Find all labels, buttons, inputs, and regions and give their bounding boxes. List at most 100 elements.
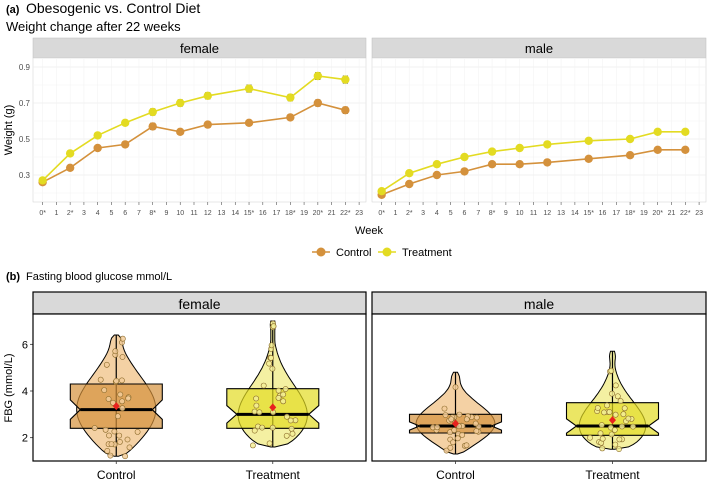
observation-point <box>630 423 636 430</box>
data-point-control <box>313 98 323 108</box>
observation-point <box>117 438 123 445</box>
x-tick-label: Control <box>436 468 475 482</box>
x-tick-label: 15* <box>244 210 255 217</box>
x-tick-label: 3 <box>421 210 425 217</box>
x-tick-label: Control <box>97 468 136 482</box>
observation-point <box>116 432 123 439</box>
observation-point <box>601 409 607 416</box>
observation-point <box>113 377 120 384</box>
observation-point <box>609 390 615 397</box>
observation-point <box>102 426 109 433</box>
observation-point <box>134 428 141 435</box>
x-tick-label: 7 <box>137 210 141 217</box>
data-point-treatment <box>377 187 386 196</box>
data-point-control <box>653 145 662 154</box>
x-tick-label: 13 <box>557 210 565 217</box>
observation-point <box>266 360 272 367</box>
data-point-control <box>405 179 414 189</box>
observation-point <box>268 354 274 361</box>
observation-point <box>260 382 267 389</box>
observation-point <box>611 427 618 433</box>
mean-marker <box>608 416 616 425</box>
observation-point <box>269 424 276 431</box>
observation-point <box>269 365 276 372</box>
observation-point <box>249 442 256 449</box>
data-point-control <box>203 120 212 129</box>
observation-point <box>625 415 632 422</box>
y-axis-label: Weight (g) <box>3 105 15 156</box>
y-tick-label: 6 <box>22 339 28 351</box>
observation-point <box>106 432 112 439</box>
x-tick-label: 23 <box>695 210 703 217</box>
x-tick-label: 18* <box>625 210 636 217</box>
x-tick-label: 10 <box>176 210 184 217</box>
x-tick-label: 21 <box>668 210 676 217</box>
observation-point <box>105 396 112 402</box>
observation-point <box>472 420 479 427</box>
data-point-treatment <box>286 93 295 102</box>
observation-point <box>608 431 615 438</box>
observation-point <box>112 348 119 355</box>
x-tick-label: 12 <box>204 210 212 217</box>
legend-treatment-label: Treatment <box>402 247 452 259</box>
observation-point <box>616 436 623 443</box>
data-point-treatment <box>653 127 662 136</box>
observation-point <box>119 405 126 412</box>
observation-point <box>617 398 624 404</box>
observation-point <box>251 408 258 415</box>
observation-point <box>253 395 259 402</box>
data-point-treatment <box>93 131 102 140</box>
observation-point <box>443 447 450 454</box>
observation-point <box>454 435 461 442</box>
data-point-treatment <box>432 160 442 169</box>
x-tick-label: 21 <box>328 210 336 217</box>
data-point-treatment <box>625 134 635 144</box>
observation-point <box>282 386 289 392</box>
observation-point <box>124 436 131 443</box>
x-tick-label: 22* <box>680 210 691 217</box>
x-tick-label: 12 <box>543 210 551 217</box>
x-tick-label: 3 <box>82 210 86 217</box>
observation-point <box>612 411 619 418</box>
y-axis-label: FBG (mmol/L) <box>3 353 15 422</box>
observation-point <box>594 405 601 411</box>
x-tick-label: 2* <box>406 210 413 217</box>
y-tick-label: 2 <box>22 433 28 445</box>
x-tick-label: 0* <box>378 210 385 217</box>
x-tick-label: 14 <box>231 210 239 217</box>
observation-point <box>612 382 619 389</box>
data-point-treatment <box>176 98 185 108</box>
y-tick-label: 0.3 <box>19 171 31 180</box>
x-tick-label: 2* <box>67 210 74 217</box>
x-tick-label: 23 <box>355 210 363 217</box>
facet-label: male <box>525 41 553 56</box>
data-point-treatment <box>341 75 350 84</box>
data-point-control <box>176 127 185 136</box>
observation-point <box>599 445 606 452</box>
mean-marker <box>112 402 120 411</box>
observation-point <box>104 447 111 454</box>
y-tick-label: 0.7 <box>19 99 31 108</box>
observation-point <box>606 409 613 415</box>
observation-point <box>459 431 466 438</box>
data-point-treatment <box>543 140 552 149</box>
observation-point <box>119 377 125 384</box>
x-tick-label: 20* <box>313 210 324 217</box>
observation-point <box>619 423 625 430</box>
observation-point <box>256 409 263 416</box>
facet-label: female <box>178 296 220 312</box>
observation-point <box>473 428 480 434</box>
data-point-control <box>681 145 690 154</box>
observation-point <box>119 335 126 342</box>
panel-b-tag: (b) <box>6 271 20 283</box>
x-tick-label: Treatment <box>246 468 301 482</box>
observation-point <box>287 417 294 424</box>
observation-point <box>268 342 275 349</box>
data-point-treatment <box>148 107 157 117</box>
observation-point <box>612 441 619 448</box>
observation-point <box>283 413 290 420</box>
observation-point <box>259 424 265 431</box>
data-point-control <box>543 158 552 167</box>
observation-point <box>115 413 121 420</box>
